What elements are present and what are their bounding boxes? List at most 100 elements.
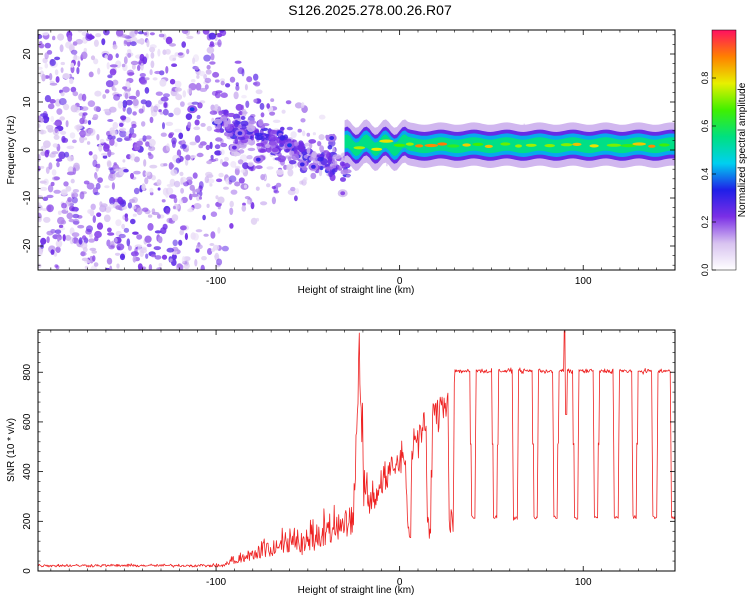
spectrogram-noise-blob — [115, 219, 122, 227]
spectrogram-noise-blob — [79, 136, 85, 144]
spectrogram-transition-blob — [237, 136, 246, 141]
spectrogram-noise-blob — [145, 100, 152, 108]
spectrogram-noise-blob — [194, 119, 200, 126]
spectrogram-noise-blob — [93, 192, 100, 196]
spectrogram-noise-blob — [149, 116, 154, 124]
spectrogram-noise-blob — [42, 32, 49, 36]
spectrogram-noise-blob — [133, 187, 140, 195]
spectrogram-noise-blob — [169, 78, 176, 85]
spectrogram-noise-blob — [174, 80, 182, 88]
spectrogram-noise-blob — [83, 137, 88, 141]
spectrogram-noise-blob — [163, 93, 170, 98]
spectrogram-noise-blob — [72, 91, 79, 97]
spectrogram-y-ticks: -20 -10 0 10 20 — [22, 34, 675, 266]
spectrogram-noise-blob — [136, 207, 143, 216]
spectrogram-noise-blob — [54, 56, 61, 61]
spectrogram-carrier-hotspot — [405, 142, 414, 146]
spectrogram-noise-blob — [276, 169, 284, 176]
spectrogram-noise-blob — [207, 248, 213, 255]
spectrogram-noise-blob — [148, 145, 156, 152]
spectrogram-noise-blob — [103, 143, 110, 152]
spectrogram-noise-blob — [53, 189, 61, 194]
spectrogram-noise-blob — [109, 265, 113, 270]
spectrogram-noise-blob — [62, 234, 66, 242]
spectrogram-noise-blob — [144, 171, 151, 176]
spectrogram-noise-blob — [96, 212, 102, 217]
spectrogram-noise-blob — [128, 95, 137, 100]
snr-frame — [37, 329, 676, 572]
spectrogram-noise-blob — [260, 201, 268, 206]
spectrogram-carrier-hotspot — [353, 146, 366, 150]
spectrogram-noise-blob — [129, 153, 136, 161]
spectrogram-noise-blob — [47, 103, 55, 110]
spectrogram-noise-blob — [54, 264, 59, 268]
spectrogram-noise-blob — [38, 263, 42, 268]
spectrogram-noise-blob — [237, 159, 244, 165]
spectrogram-noise-blob — [209, 141, 213, 150]
spectrogram-noise-blob — [253, 81, 261, 87]
spectrogram-noise-blob — [253, 98, 258, 103]
spectrogram-peak-blob — [255, 157, 261, 162]
spectrogram-transition-blob — [319, 145, 324, 152]
spectrogram-noise-blob — [118, 233, 126, 239]
spectrogram-transition-blob — [340, 169, 348, 175]
spectrogram-noise-blob — [275, 182, 282, 188]
spectrogram-noise-blob — [97, 177, 103, 184]
spectrogram-noise-blob — [149, 164, 158, 169]
spectrogram-noise-blob — [107, 74, 113, 78]
spectrogram-noise-blob — [57, 33, 65, 41]
spectrogram-noise-blob — [94, 174, 98, 180]
spectrogram-noise-blob — [86, 225, 93, 233]
spectrogram-noise-blob — [71, 197, 78, 204]
spectrogram-carrier-hotspot — [437, 142, 448, 146]
spectrogram-noise-blob — [171, 63, 178, 67]
spectrogram-noise-blob — [132, 111, 137, 116]
spectrogram-noise-blob — [199, 87, 208, 92]
spectrogram-noise-blob — [154, 255, 162, 260]
spectrogram-noise-blob — [76, 67, 80, 75]
spectrogram-carrier-hotspot — [620, 144, 637, 148]
spectrogram-transition-blob — [248, 120, 257, 124]
spectrogram-noise-blob — [116, 243, 125, 251]
spectrogram-noise-blob — [218, 30, 225, 33]
spectrogram-noise-blob — [39, 186, 48, 191]
spectrogram-noise-blob — [119, 122, 124, 127]
spectrogram-carrier-hotspot — [572, 142, 582, 146]
spectrogram-noise-blob — [159, 79, 167, 87]
colorbar-tick-label: 0.2 — [700, 216, 710, 229]
spectrogram-transition-blob — [279, 135, 286, 141]
spectrogram-noise-blob — [195, 82, 202, 91]
spectrogram-noise-blob — [212, 71, 220, 78]
spectrogram-noise-blob — [172, 239, 178, 247]
spectrogram-noise-blob — [205, 144, 211, 151]
spectrogram-noise-blob — [59, 116, 65, 121]
spectrogram-noise-blob — [235, 84, 240, 91]
spectrogram-carrier-hotspot — [472, 142, 484, 146]
spectrogram-transition-blob — [323, 150, 330, 154]
spectrogram-noise-blob — [97, 67, 101, 75]
spectrogram-y-tick-label: 0 — [22, 147, 33, 153]
spectrogram-noise-blob — [60, 61, 65, 66]
spectrogram-noise-blob — [84, 128, 92, 137]
spectrogram-transition-blob — [328, 155, 333, 162]
spectrogram-noise-blob — [56, 108, 63, 115]
spectrogram-noise-blob — [153, 246, 161, 251]
spectrogram-noise-blob — [165, 187, 174, 195]
spectrogram-noise-blob — [157, 187, 161, 191]
spectrogram-transition-blob — [308, 156, 314, 161]
spectrogram-noise-blob — [112, 173, 117, 179]
spectrogram-noise-blob — [71, 232, 80, 238]
spectrogram-noise-blob — [192, 233, 199, 241]
spectrogram-transition-blob — [287, 156, 292, 162]
spectrogram-noise-blob — [222, 161, 229, 167]
spectrogram-peak-blob — [299, 162, 305, 167]
spectrogram-noise-blob — [178, 132, 184, 140]
spectrogram-noise-blob — [149, 187, 154, 193]
spectrogram-noise-blob — [127, 52, 132, 58]
spectrogram-noise-blob — [97, 163, 101, 169]
colorbar-label: Normalized spectral amplitude — [737, 82, 748, 217]
spectrogram-noise-blob — [161, 254, 168, 260]
spectrogram-noise-blob — [196, 74, 200, 79]
spectrogram-transition-blob — [213, 128, 222, 133]
spectrogram-noise-blob — [106, 239, 111, 247]
